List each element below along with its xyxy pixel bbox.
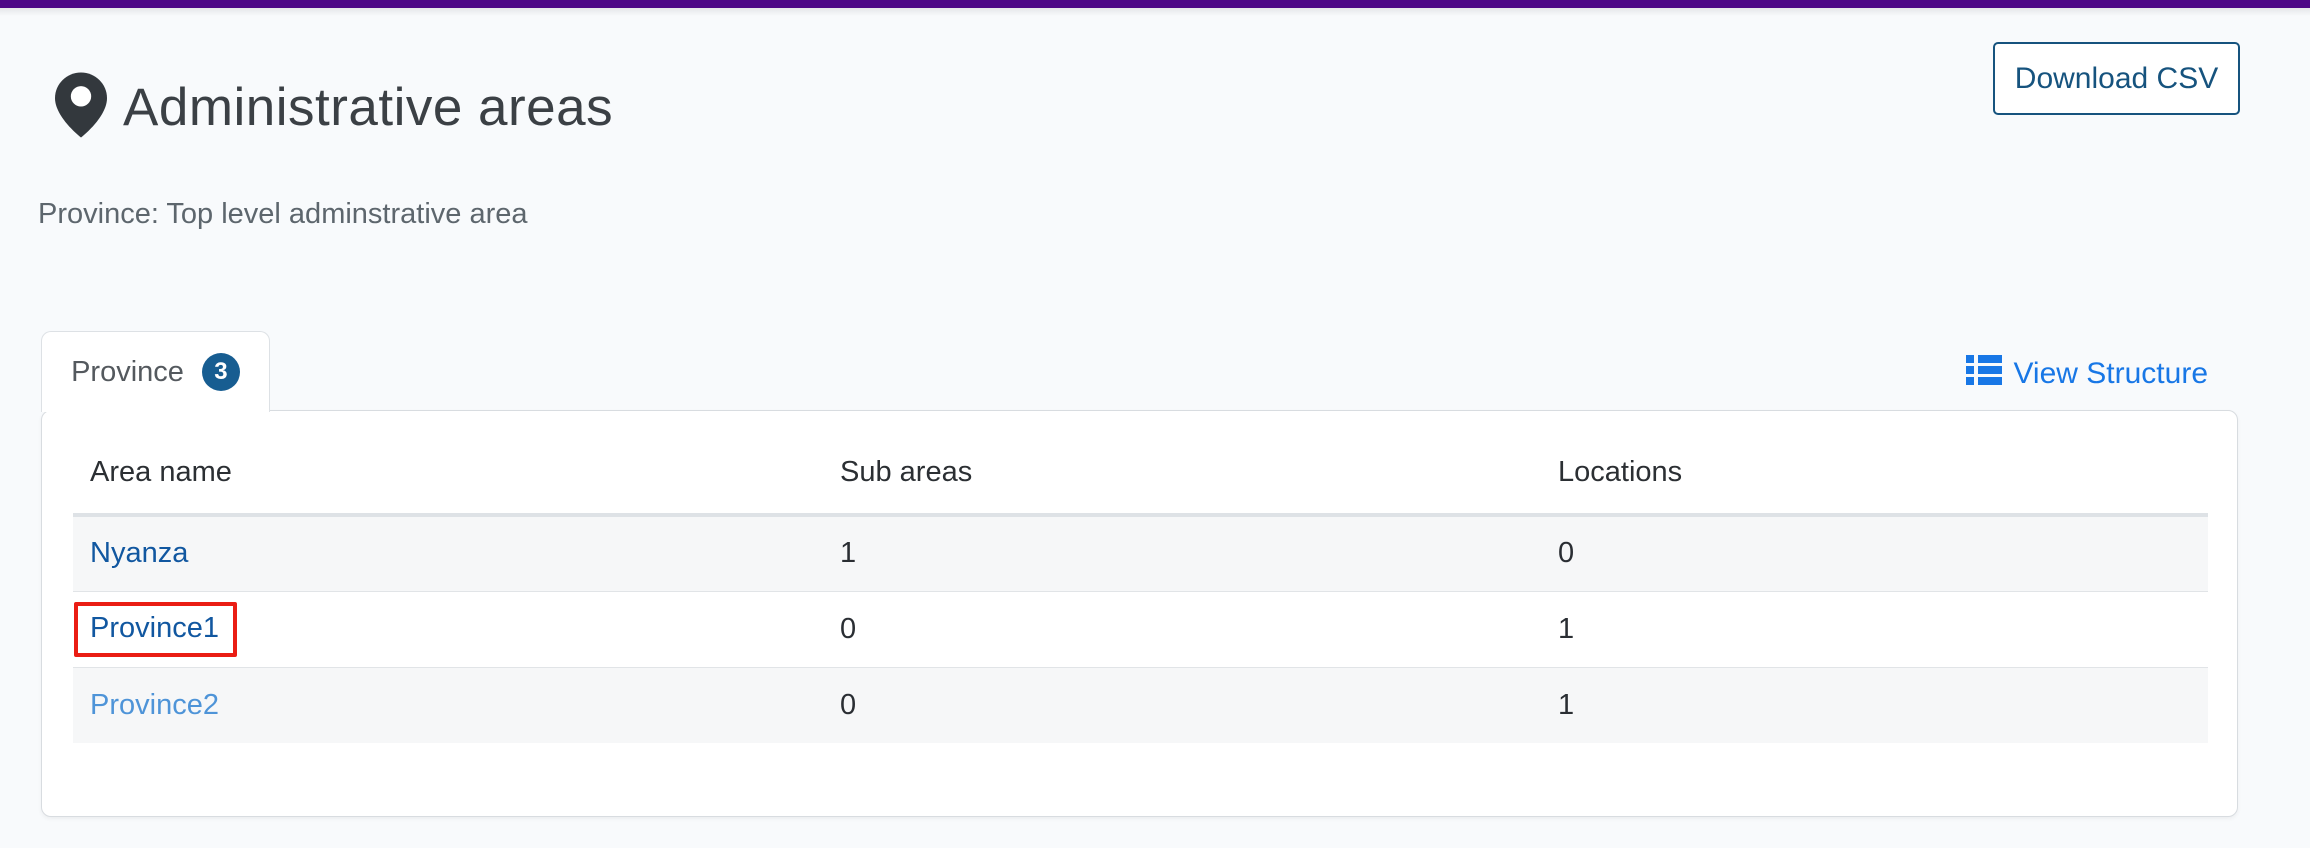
locations-value: 0	[1558, 537, 1575, 570]
column-header-area-name: Area name	[73, 411, 823, 517]
sub-areas-value: 1	[840, 537, 857, 570]
tab-province[interactable]: Province 3	[41, 331, 270, 412]
page-header: Administrative areas	[55, 72, 613, 143]
table-header-row: Area name Sub areas Locations	[73, 411, 2208, 517]
page-title: Administrative areas	[123, 78, 614, 137]
table-row-nyanza: Nyanza 1 0	[73, 515, 2208, 591]
click-annotation-highlight-box: Province1	[74, 601, 237, 657]
tab-content-panel: Area name Sub areas Locations Nyanza 1 0…	[41, 410, 2238, 817]
sub-areas-value: 0	[840, 688, 857, 721]
tab-province-label: Province	[71, 355, 184, 388]
area-link-nyanza[interactable]: Nyanza	[90, 537, 189, 570]
area-link-province2[interactable]: Province2	[90, 688, 219, 721]
view-structure-link[interactable]: View Structure	[1966, 352, 2208, 396]
locations-value: 1	[1558, 612, 1575, 645]
download-csv-button[interactable]: Download CSV	[1993, 42, 2240, 115]
table-row-province2: Province2 0 1	[73, 667, 2208, 743]
locations-value: 1	[1558, 688, 1575, 721]
map-marker-icon	[55, 72, 107, 143]
view-structure-label: View Structure	[2013, 357, 2208, 390]
page-subtitle: Province: Top level adminstrative area	[38, 198, 528, 230]
area-link-province1[interactable]: Province1	[90, 611, 219, 644]
th-list-icon	[1966, 352, 2003, 396]
tab-province-count-badge: 3	[201, 353, 240, 391]
top-bar-shadow	[0, 8, 2310, 16]
table-row-province1: Province1 0 1	[73, 591, 2208, 667]
column-header-sub-areas: Sub areas	[823, 411, 1541, 517]
column-header-locations: Locations	[1541, 411, 2208, 517]
sub-areas-value: 0	[840, 612, 857, 645]
areas-table: Area name Sub areas Locations Nyanza 1 0…	[73, 411, 2208, 743]
top-accent-bar	[0, 0, 2310, 8]
